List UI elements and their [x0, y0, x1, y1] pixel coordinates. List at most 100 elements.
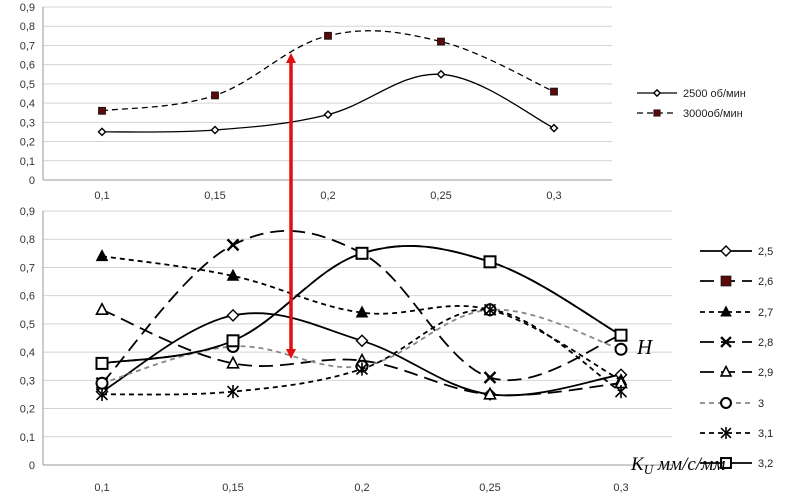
- legend-entry: 3000об/мин: [637, 108, 743, 120]
- y-tick-label: 0: [29, 460, 35, 472]
- y-tick-label: 0,1: [20, 156, 35, 168]
- data-point: [97, 127, 107, 137]
- top-gridlines: [42, 6, 612, 181]
- legend-entry: 3,1: [700, 427, 773, 440]
- legend-entry: 2500 об/мин: [637, 88, 746, 100]
- series-2,9: [95, 302, 628, 400]
- y-tick-label: 0,9: [20, 2, 35, 14]
- legend-entry: 3,2: [700, 457, 773, 470]
- data-point: [355, 334, 369, 348]
- bottom-series: [95, 229, 628, 401]
- data-point: [355, 305, 369, 318]
- legend-label: 2,9: [758, 367, 773, 379]
- bottom-gridlines: [42, 210, 672, 466]
- data-point: [95, 302, 109, 315]
- legend-entry: 2,9: [700, 364, 773, 379]
- data-point: [226, 308, 240, 322]
- y-tick-label: 0,3: [20, 117, 35, 129]
- data-point: [483, 255, 497, 269]
- y-tick-label: 0,6: [20, 60, 35, 72]
- y-tick-label: 0,6: [20, 291, 35, 303]
- top-x-tick-labels: 0,1 0,15 0,2 0,25 0,3: [94, 190, 561, 202]
- y-tick-label: 0,7: [20, 40, 35, 52]
- data-point: [226, 238, 240, 252]
- y-tick-label: 0,4: [20, 98, 35, 110]
- data-point: [324, 31, 332, 40]
- x-tick-label: 0,25: [430, 190, 451, 202]
- data-point: [437, 37, 445, 46]
- data-point: [483, 303, 497, 317]
- x-tick-label: 0,15: [204, 190, 225, 202]
- legend-marker: [720, 245, 732, 257]
- legend-label: 2500 об/мин: [683, 88, 746, 100]
- y-tick-label: 0,2: [20, 404, 35, 416]
- x-tick-label: 0,1: [94, 482, 109, 494]
- data-point: [226, 355, 240, 369]
- legend-marker: [653, 109, 661, 117]
- y-tick-label: 0,8: [20, 21, 35, 33]
- data-point: [95, 356, 109, 370]
- bottom-chart: 00,10,20,30,40,50,60,70,80,9 0,1 0,15 0,2 0…: [20, 206, 774, 494]
- y-tick-label: 0,9: [20, 206, 35, 218]
- x-tick-label: 0,2: [320, 190, 335, 202]
- data-point: [436, 69, 446, 79]
- x-tick-label: 0,15: [222, 482, 243, 494]
- y-tick-label: 0,7: [20, 262, 35, 274]
- legend-marker: [720, 397, 732, 409]
- y-tick-label: 0: [29, 175, 35, 187]
- data-point: [483, 371, 497, 384]
- data-point: [210, 125, 220, 135]
- series-line: [101, 30, 555, 112]
- data-point: [355, 246, 369, 260]
- top-series: [97, 30, 559, 137]
- legend-label: 3: [758, 398, 764, 410]
- legend-marker: [720, 457, 732, 469]
- x-tick-label: 0,2: [354, 482, 369, 494]
- data-point: [323, 110, 333, 120]
- legend-marker: [652, 88, 662, 98]
- data-point: [98, 106, 106, 115]
- series-2500 об/мин: [97, 69, 559, 137]
- data-point: [95, 249, 109, 262]
- data-point: [211, 91, 219, 100]
- bottom-legend: 2,5 2,6 2,7 2,8 2,9 3 3,1 3,2: [700, 245, 773, 470]
- legend-label: 2,6: [758, 276, 773, 288]
- annotation-h: H: [636, 335, 654, 359]
- data-point: [614, 342, 628, 356]
- y-tick-label: 0,4: [20, 347, 35, 359]
- series-3,1: [95, 303, 628, 401]
- legend-label: 2,8: [758, 337, 773, 349]
- x-tick-label: 0,25: [479, 482, 500, 494]
- legend-label: 2,7: [758, 307, 773, 319]
- data-point: [549, 123, 559, 133]
- data-point: [614, 328, 628, 342]
- top-legend: 2500 об/мин 3000об/мин: [637, 88, 746, 120]
- data-point: [95, 387, 109, 401]
- legend-label: 2,5: [758, 246, 773, 258]
- legend-label: 3,2: [758, 458, 773, 470]
- y-tick-label: 0,5: [20, 319, 35, 331]
- x-axis-label: KU мм/с/мм: [630, 454, 725, 477]
- legend-marker: [720, 275, 732, 287]
- bottom-y-tick-labels: 0 0,1 0,2 0,3 0,4 0,5 0,6 0,7 0,8 0,9: [20, 206, 35, 472]
- legend-marker: [720, 427, 732, 439]
- legend-entry: 2,8: [700, 336, 773, 349]
- series-line: [101, 308, 622, 397]
- data-point: [614, 385, 628, 399]
- legend-label: 3,1: [758, 428, 773, 440]
- legend-label: 3000об/мин: [683, 108, 743, 120]
- series-3,2: [95, 245, 628, 370]
- data-point: [550, 87, 558, 96]
- data-point: [226, 268, 240, 281]
- data-point: [355, 362, 369, 376]
- legend-entry: 2,5: [700, 245, 773, 258]
- data-point: [226, 385, 240, 399]
- top-y-tick-labels: 0 0,1 0,2 0,3 0,4 0,5 0,6 0,7 0,8 0,9: [20, 2, 35, 187]
- x-tick-label: 0,3: [546, 190, 561, 202]
- data-point: [483, 386, 497, 400]
- top-chart: 00,10,20,30,40,50,60,70,80,9 0,1 0,15 0,2 0…: [20, 2, 746, 202]
- y-tick-label: 0,1: [20, 432, 35, 444]
- legend-entry: 2,7: [700, 305, 773, 319]
- legend-entry: 3: [700, 397, 764, 410]
